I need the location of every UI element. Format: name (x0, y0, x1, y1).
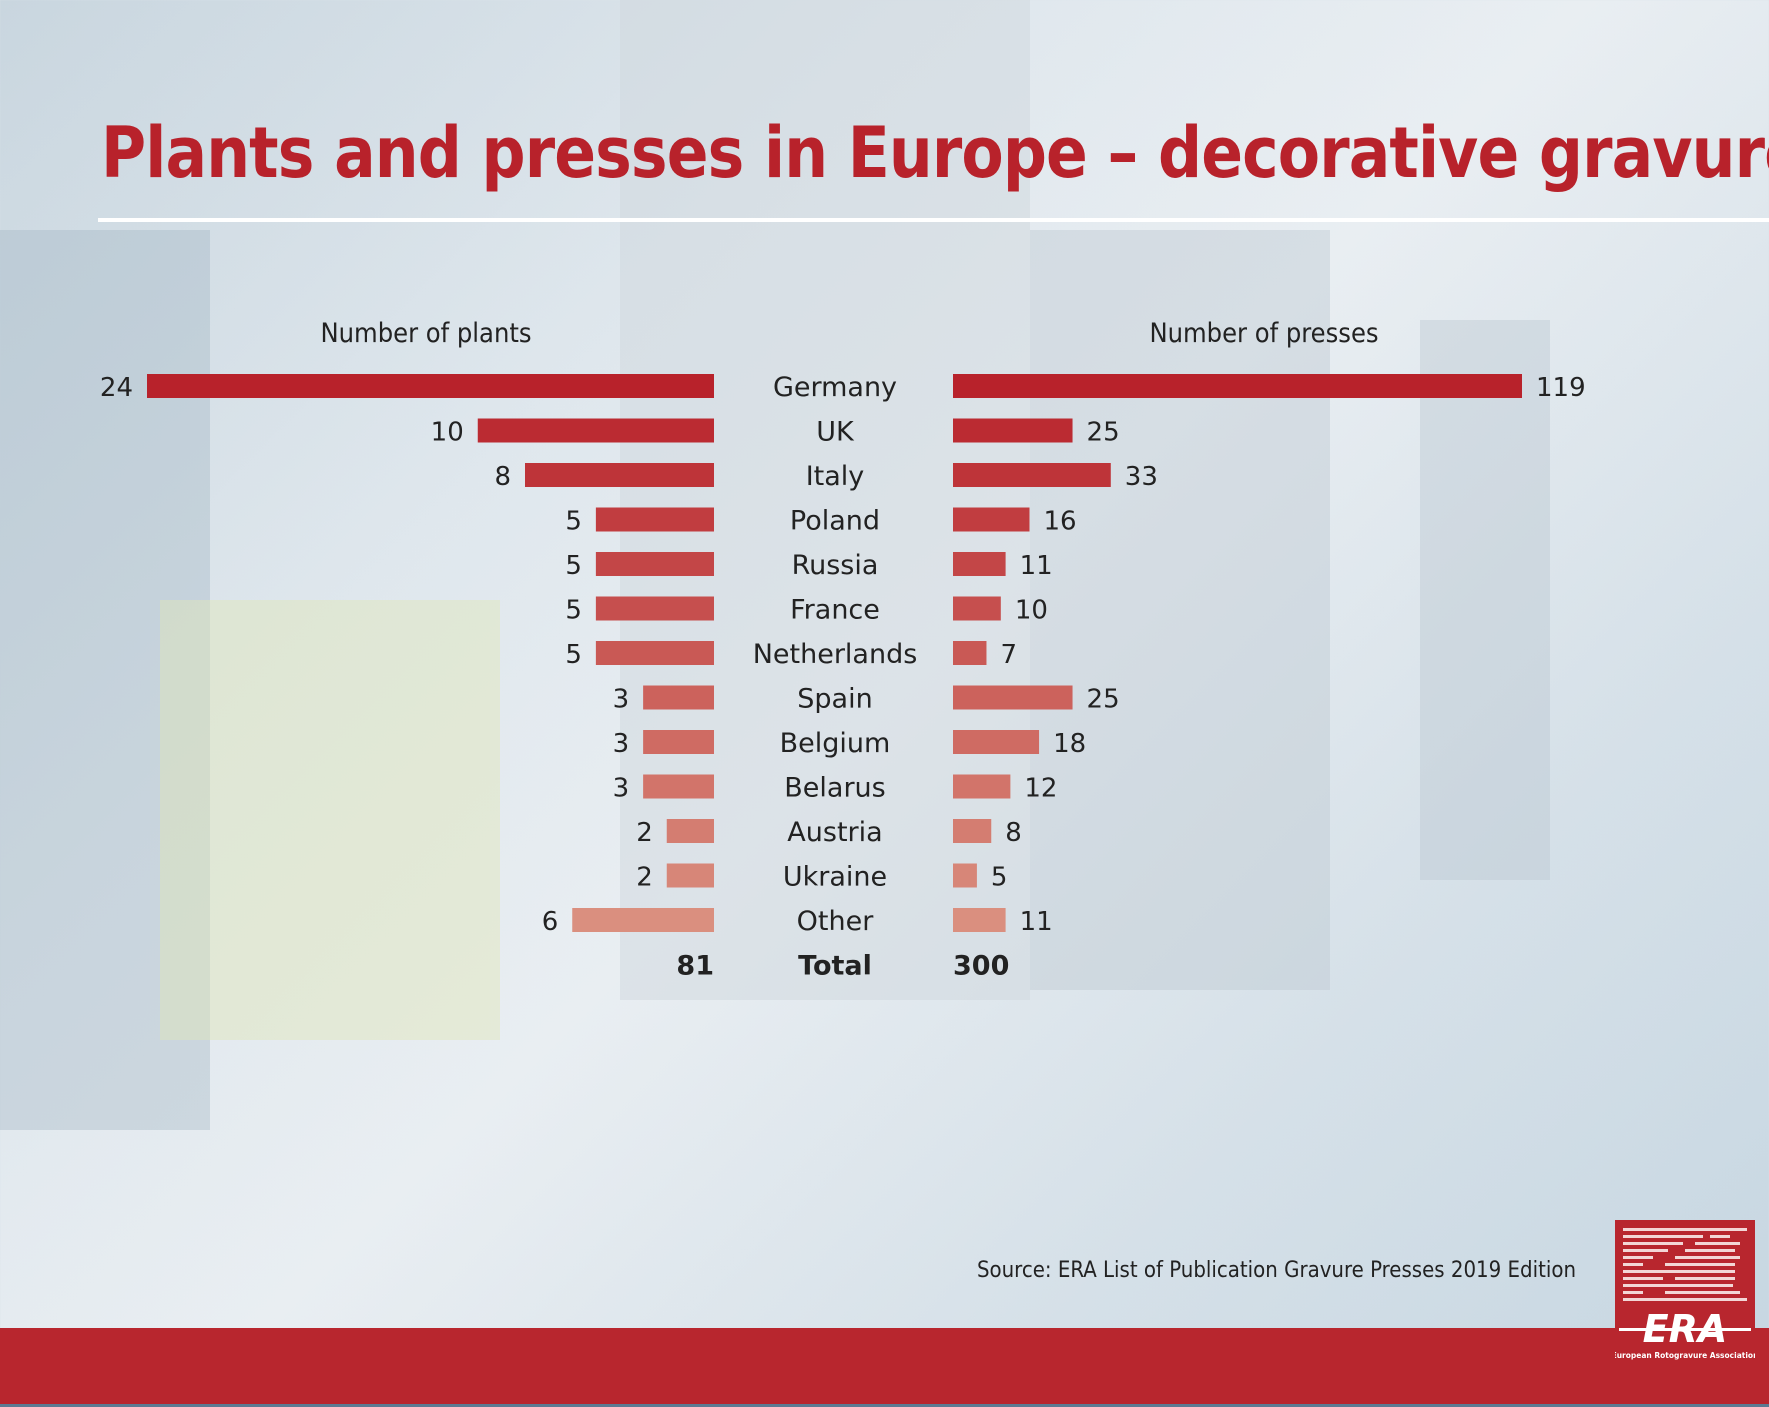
presses-value-label: 25 (1087, 685, 1120, 715)
total-label: Total (798, 951, 872, 982)
plants-value-label: 5 (565, 551, 582, 581)
category-label: UK (816, 417, 855, 448)
plants-bar-russia (595, 552, 714, 576)
presses-value-label: 11 (1020, 907, 1053, 937)
plants-value-label: 2 (636, 863, 653, 893)
presses-bar-belgium (953, 730, 1040, 754)
presses-value-label: 12 (1024, 774, 1057, 804)
presses-value-label: 10 (1015, 596, 1048, 626)
plants-bar-france (595, 596, 714, 621)
plants-header: Number of plants (320, 318, 532, 349)
presses-value-label: 8 (1005, 818, 1022, 848)
presses-bar-italy (953, 463, 1111, 487)
presses-bar-netherlands (953, 641, 987, 665)
presses-bar-belarus (953, 774, 1011, 799)
logo-subtitle: European Rotogravure Association (1615, 1351, 1755, 1360)
plants-value-label: 3 (613, 729, 630, 759)
plants-bar-belarus (643, 774, 714, 799)
plants-bar-netherlands (595, 641, 714, 665)
page-title: Plants and presses in Europe – decorativ… (101, 112, 1769, 194)
presses-bar-other (953, 908, 1006, 932)
plants-value-label: 3 (613, 774, 630, 804)
plants-value-label: 8 (494, 462, 511, 492)
plants-bar-ukraine (666, 863, 714, 888)
category-label: Belarus (784, 773, 885, 804)
presses-value-label: 25 (1087, 418, 1120, 448)
presses-value-label: 18 (1053, 729, 1086, 759)
presses-value-label: 16 (1044, 507, 1077, 537)
plants-bar-uk (477, 418, 714, 443)
plants-value-label: 5 (565, 507, 582, 537)
plants-value-label: 24 (100, 373, 133, 403)
category-label: Other (797, 906, 875, 937)
plants-bar-spain (643, 685, 714, 710)
presses-value-label: 33 (1125, 462, 1158, 492)
category-label: Poland (790, 506, 880, 537)
plants-bar-other (572, 908, 714, 932)
plants-bar-poland (595, 507, 714, 532)
presses-bar-austria (953, 819, 992, 843)
plants-bar-belgium (643, 730, 714, 754)
presses-bar-germany (953, 374, 1522, 398)
plants-bar-italy (525, 463, 714, 487)
category-label: Spain (797, 684, 872, 715)
plants-bar-germany (147, 374, 714, 398)
category-label: Ukraine (783, 862, 887, 893)
category-label: Belgium (780, 728, 891, 759)
era-logo: ERA European Rotogravure Association (1612, 1220, 1758, 1372)
plants-value-label: 5 (565, 640, 582, 670)
plants-total: 81 (676, 951, 714, 982)
plants-bar-austria (666, 819, 714, 843)
presses-value-label: 119 (1536, 373, 1586, 403)
category-label: Austria (787, 817, 882, 848)
presses-value-label: 5 (991, 863, 1008, 893)
presses-bar-france (953, 596, 1001, 621)
category-label: Germany (773, 372, 897, 403)
presses-value-label: 11 (1020, 551, 1053, 581)
category-label: Netherlands (753, 639, 918, 670)
category-label: Italy (806, 461, 865, 492)
presses-bar-poland (953, 507, 1030, 532)
footer-band (0, 1328, 1769, 1404)
presses-header: Number of presses (1149, 318, 1379, 349)
plants-value-label: 2 (636, 818, 653, 848)
source-note: Source: ERA List of Publication Gravure … (976, 1258, 1576, 1283)
plants-value-label: 6 (542, 907, 559, 937)
plants-value-label: 5 (565, 596, 582, 626)
plants-value-label: 10 (431, 418, 464, 448)
title-divider (98, 218, 1769, 222)
presses-total: 300 (953, 951, 1009, 982)
presses-value-label: 7 (1000, 640, 1017, 670)
plants-value-label: 3 (613, 685, 630, 715)
category-label: Russia (792, 550, 879, 581)
footer-line (0, 1404, 1769, 1407)
category-label: France (790, 595, 880, 626)
presses-bar-spain (953, 685, 1073, 710)
presses-bar-uk (953, 418, 1073, 443)
presses-bar-russia (953, 552, 1006, 576)
presses-bar-ukraine (953, 863, 977, 888)
